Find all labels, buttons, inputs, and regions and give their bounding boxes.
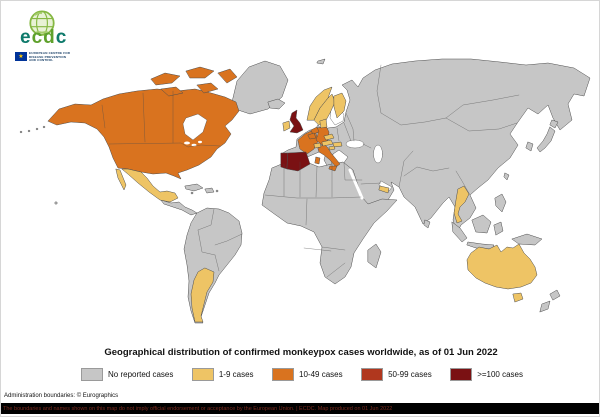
wordmark-part: c [55, 27, 68, 48]
country-canada-arctic-3 [217, 68, 238, 84]
region-central-america [160, 199, 198, 216]
country-united-kingdom [289, 109, 304, 134]
country-belgium [307, 132, 317, 140]
country-netherlands [310, 126, 320, 135]
ecdc-org-name: EUROPEAN CENTRE FOR DISEASE PREVENTION A… [29, 51, 71, 63]
country-thailand [453, 185, 470, 224]
country-finland [333, 92, 347, 119]
map-title: Geographical distribution of confirmed m… [104, 347, 498, 358]
island-hokkaido [549, 119, 559, 129]
country-hungary [332, 141, 343, 148]
country-australia [466, 243, 538, 290]
legend-label: 50-99 cases [388, 370, 432, 379]
country-cuba [184, 183, 204, 192]
country-denmark [319, 118, 328, 129]
sea-red [348, 168, 364, 200]
legend-swatch-50-99 [361, 368, 384, 381]
legend-item-1-9: 1-9 cases [191, 368, 254, 381]
sea-caspian [373, 144, 383, 164]
bay-hudson [182, 113, 208, 141]
island-borneo [471, 214, 492, 234]
country-uae [378, 185, 390, 194]
island-hawaii [54, 201, 58, 205]
legend: No reported cases 1-9 cases 10-49 cases … [81, 368, 523, 381]
country-mexico-baja [115, 168, 127, 191]
country-iceland [267, 98, 286, 110]
country-spain [286, 151, 311, 172]
sea-black [345, 139, 365, 149]
country-czechia [323, 133, 335, 141]
country-canada-usa [47, 88, 240, 180]
wordmark-part: e [20, 27, 32, 48]
island-tasmania [512, 292, 524, 303]
lake-superior [184, 141, 190, 145]
country-madagascar [367, 243, 382, 269]
ecdc-logo: ecdc ★ EUROPEAN CENTRE FOR DISEASE PREVE… [11, 5, 91, 67]
island-puerto-rico [215, 189, 219, 193]
island-aleutian-3 [35, 127, 39, 131]
country-mexico [121, 168, 179, 203]
island-jamaica [190, 191, 194, 195]
eu-flag-icon: ★ [15, 52, 27, 61]
legend-swatch-10-49 [272, 368, 295, 381]
island-sicily [328, 165, 338, 172]
country-italy [317, 143, 341, 168]
legend-swatch-no-cases [81, 368, 103, 381]
island-sardinia [314, 156, 321, 165]
country-sri-lanka [423, 219, 431, 229]
ecdc-wordmark: ecdc [20, 27, 67, 49]
country-slovenia [328, 145, 336, 151]
island-aleutian-1 [19, 130, 23, 134]
country-philippines [494, 193, 507, 213]
legend-swatch-1-9 [191, 368, 214, 381]
country-canada-arctic-2 [185, 66, 215, 79]
country-ireland [282, 120, 291, 132]
org-line: EUROPEAN CENTRE FOR [29, 51, 71, 55]
island-svalbard [316, 58, 326, 65]
country-canada-arctic-1 [150, 72, 181, 86]
legend-label: No reported cases [108, 370, 174, 379]
disclaimer-text: The boundaries and names shown on this m… [3, 405, 393, 412]
country-canada-arctic-4 [160, 86, 184, 97]
legend-label: >=100 cases [477, 370, 523, 379]
ecdc-org-block: ★ EUROPEAN CENTRE FOR DISEASE PREVENTION… [15, 51, 71, 63]
country-borders [101, 64, 520, 278]
island-aleutian-4 [42, 125, 46, 129]
admin-boundaries-note: Administration boundaries: © Eurographic… [4, 393, 119, 399]
disclaimer-bar: The boundaries and names shown on this m… [1, 403, 599, 414]
legend-item-no-cases: No reported cases [81, 368, 173, 381]
globe-icon [29, 10, 55, 36]
legend-swatch-gte-100 [450, 368, 473, 381]
org-line: DISEASE PREVENTION [29, 54, 67, 59]
country-switzerland [313, 142, 322, 149]
country-canada-arctic-5 [196, 82, 219, 94]
island-new-guinea [511, 233, 543, 246]
legend-label: 1-9 cases [218, 370, 254, 379]
country-south-korea [525, 141, 534, 152]
legend-item-50-99: 50-99 cases [361, 368, 432, 381]
island-hispaniola [204, 187, 215, 194]
legend-item-gte-100: >=100 cases [450, 368, 523, 381]
country-japan [536, 126, 556, 153]
legend-item-10-49: 10-49 cases [272, 368, 343, 381]
lake-michigan [191, 143, 197, 147]
country-new-zealand-north [549, 289, 561, 301]
island-sumatra [451, 221, 468, 243]
legend-label: 10-49 cases [299, 370, 343, 379]
lake-ontario [198, 140, 202, 144]
org-line: AND CONTROL [29, 58, 54, 63]
island-sulawesi [493, 221, 504, 236]
wordmark-part-green: cd [31, 27, 56, 48]
island-taiwan [503, 172, 510, 181]
country-new-zealand-south [539, 300, 551, 313]
island-aleutian-2 [27, 129, 31, 133]
country-argentina [190, 267, 215, 323]
